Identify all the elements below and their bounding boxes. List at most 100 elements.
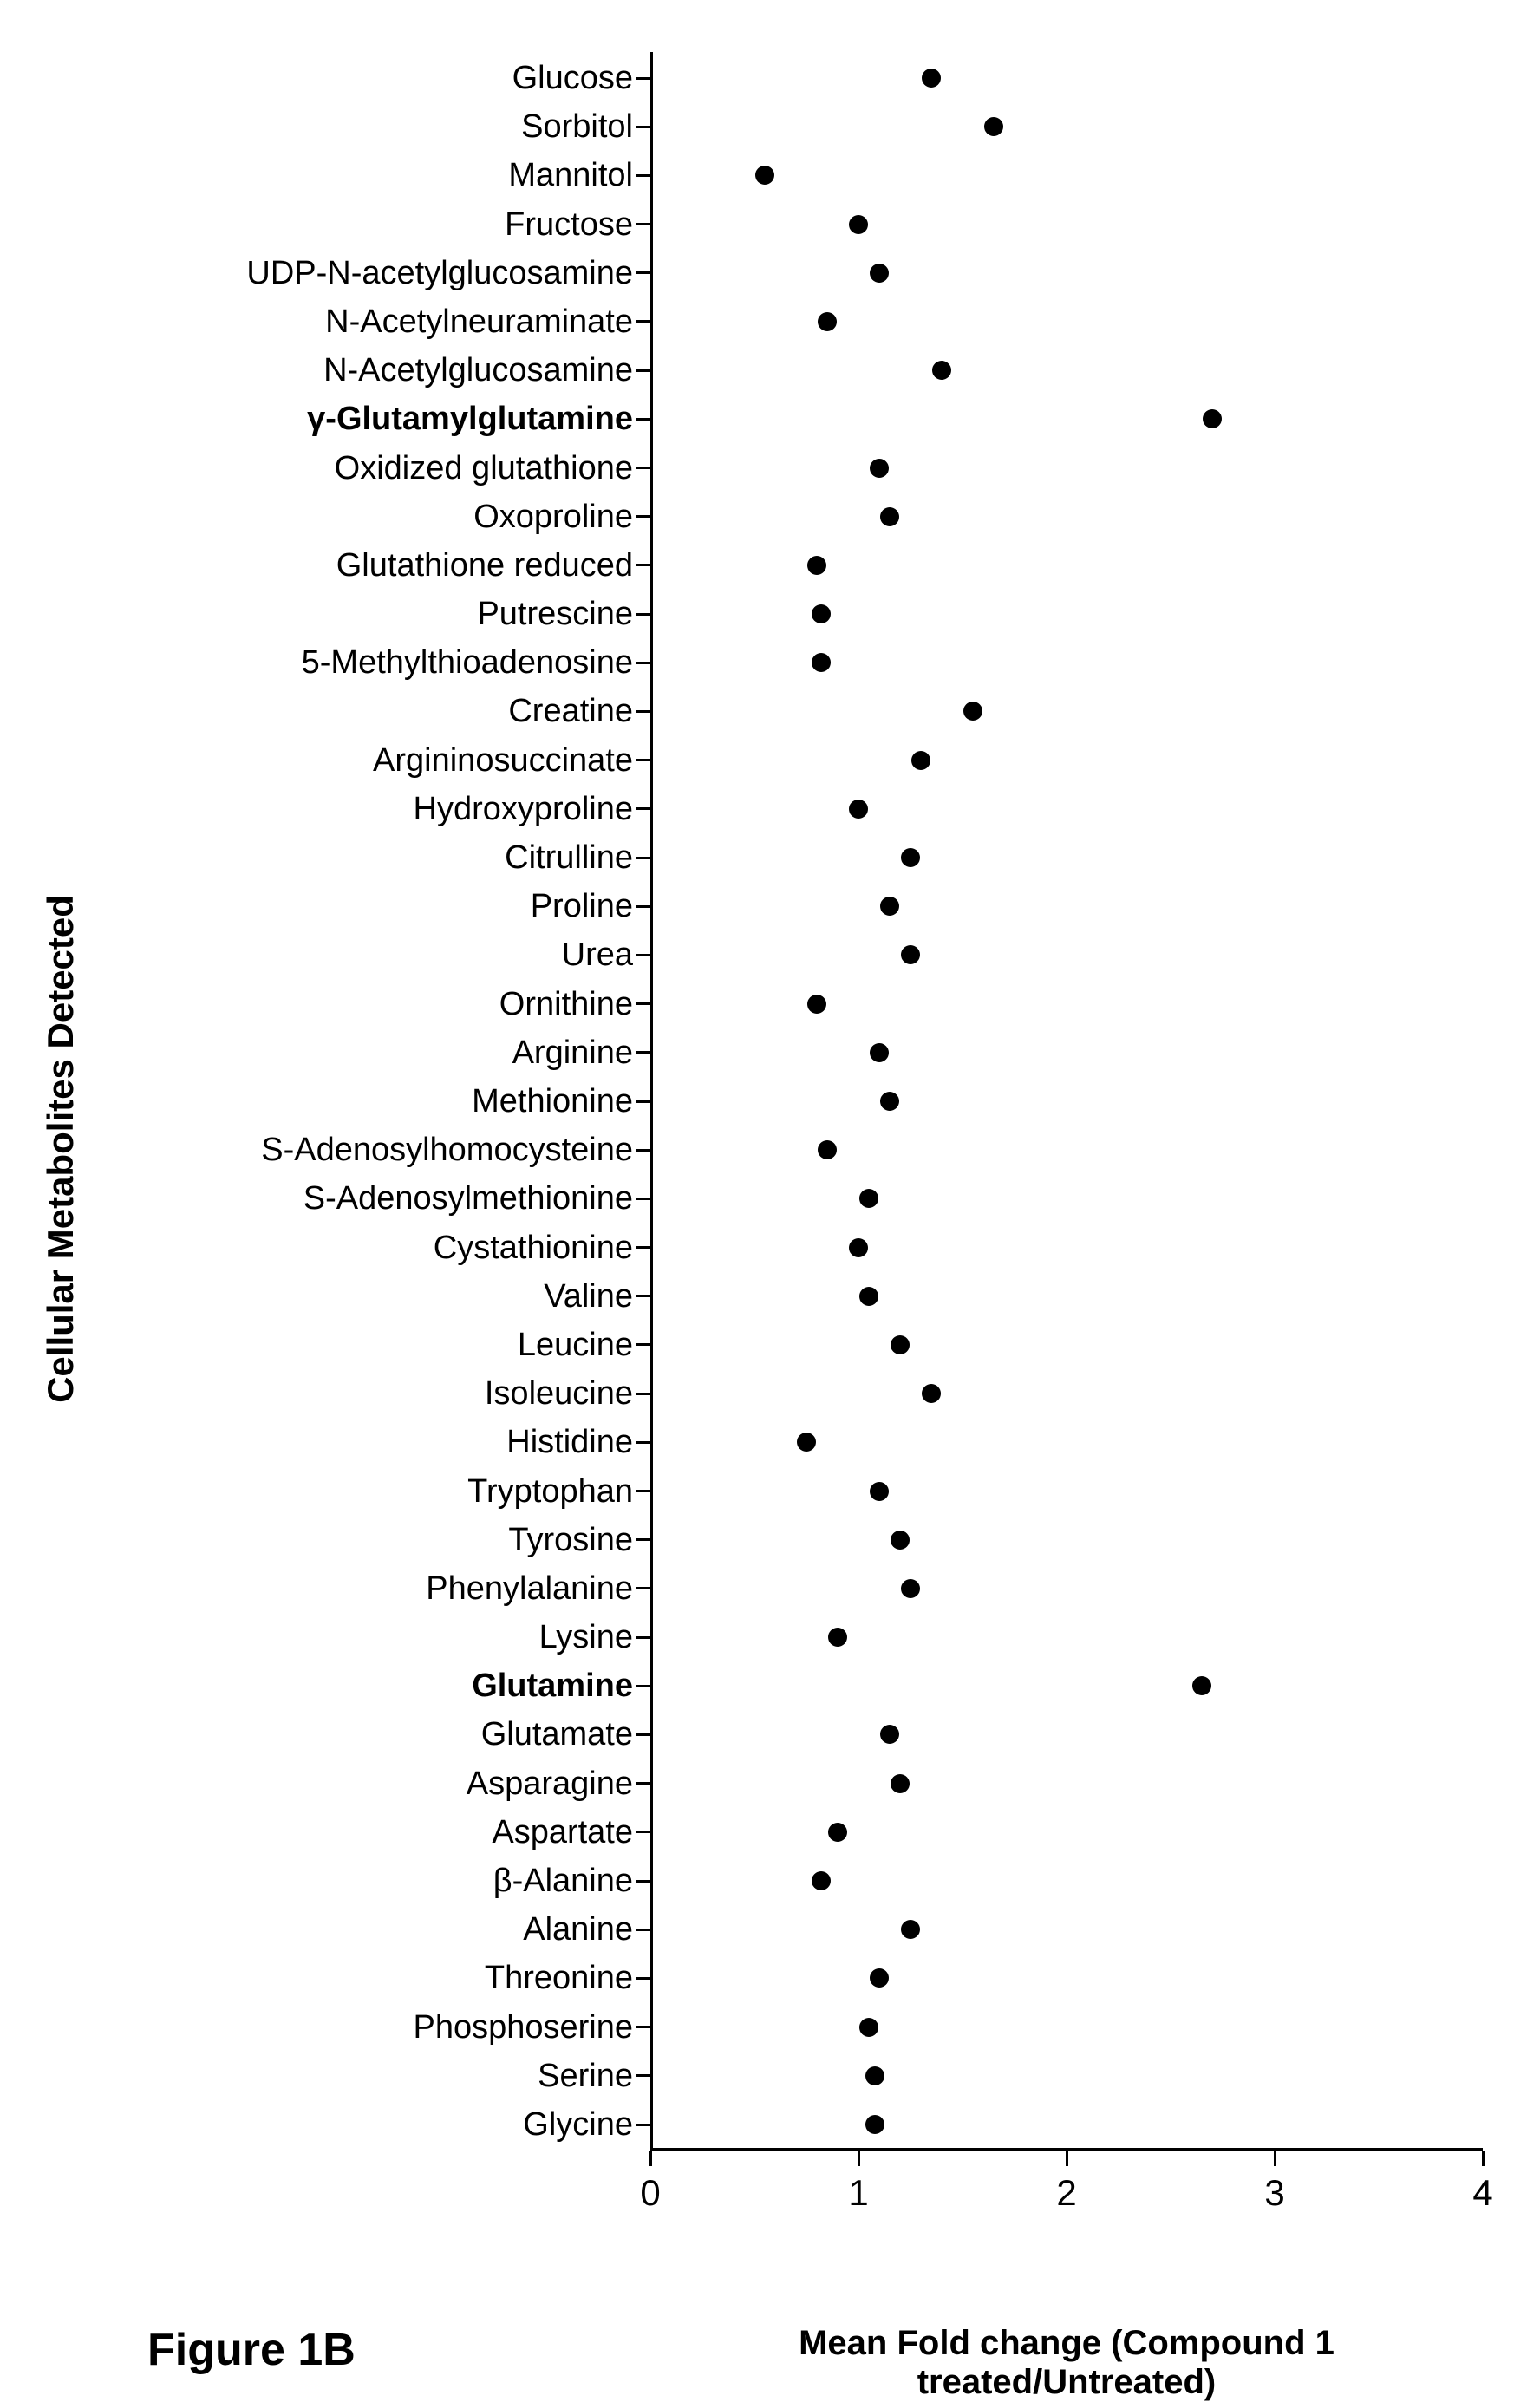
y-tick — [636, 759, 650, 761]
chart: Cellular Metabolites Detected 01234 Mean… — [52, 52, 1488, 2246]
x-tick-label: 0 — [640, 2172, 660, 2214]
y-category-label: Putrescine — [477, 597, 633, 630]
y-category-label: N-Acetylneuraminate — [325, 305, 633, 338]
y-category-label: β-Alanine — [493, 1864, 633, 1897]
y-category-label: Phosphoserine — [413, 2011, 633, 2044]
y-tick — [636, 1490, 650, 1492]
data-point — [1192, 1676, 1211, 1695]
y-axis-line — [650, 52, 653, 2151]
page: Cellular Metabolites Detected 01234 Mean… — [0, 0, 1540, 2398]
y-tick — [636, 1100, 650, 1103]
y-category-label: Aspartate — [492, 1816, 633, 1849]
data-point — [870, 1043, 889, 1062]
data-point — [891, 1774, 910, 1793]
y-tick — [636, 77, 650, 80]
y-tick — [636, 662, 650, 664]
data-point — [870, 1968, 889, 1988]
y-tick — [636, 807, 650, 810]
y-tick — [636, 2026, 650, 2028]
data-point — [963, 702, 982, 721]
y-category-label: Threonine — [485, 1961, 633, 1994]
y-tick — [636, 1831, 650, 1833]
data-point — [891, 1335, 910, 1354]
y-tick — [636, 223, 650, 225]
y-category-label: Valine — [544, 1280, 633, 1313]
y-tick — [636, 515, 650, 518]
y-category-label: Ornithine — [499, 988, 633, 1021]
data-point — [797, 1433, 816, 1452]
y-category-label: S-Adenosylmethionine — [303, 1182, 633, 1215]
data-point — [891, 1531, 910, 1550]
y-tick — [636, 1149, 650, 1152]
y-tick — [636, 905, 650, 908]
data-point — [865, 2066, 884, 2085]
y-category-label: Lysine — [539, 1621, 633, 1654]
y-tick — [636, 1636, 650, 1639]
y-tick — [636, 2074, 650, 2077]
x-tick — [649, 2151, 652, 2166]
y-category-label: Urea — [562, 938, 633, 971]
y-category-label: N-Acetylglucosamine — [323, 354, 633, 387]
y-category-label: Tryptophan — [467, 1475, 633, 1508]
y-tick — [636, 271, 650, 274]
data-point — [870, 1482, 889, 1501]
data-point — [922, 1384, 941, 1403]
y-category-label: Hydroxyproline — [414, 793, 633, 826]
data-point — [812, 653, 831, 672]
data-point — [1203, 409, 1222, 428]
y-category-label: Cystathionine — [434, 1231, 633, 1264]
y-category-label: Sorbitol — [521, 110, 633, 143]
data-point — [901, 1920, 920, 1939]
data-point — [901, 945, 920, 964]
data-point — [870, 459, 889, 478]
y-category-label: Methionine — [472, 1085, 633, 1118]
y-category-label: Tyrosine — [508, 1524, 633, 1557]
y-tick — [636, 1538, 650, 1541]
data-point — [818, 312, 837, 331]
data-point — [818, 1140, 837, 1159]
x-axis-title: Mean Fold change (Compound 1 treated/Unt… — [650, 2324, 1483, 2402]
y-tick — [636, 1733, 650, 1736]
y-tick — [636, 2124, 650, 2126]
y-tick — [636, 467, 650, 469]
y-category-label: Glycine — [523, 2108, 633, 2141]
data-point — [911, 751, 930, 770]
data-point — [859, 2018, 878, 2037]
y-category-label: Asparagine — [467, 1767, 633, 1800]
data-point — [807, 995, 826, 1014]
x-tick — [1066, 2151, 1068, 2166]
data-point — [828, 1628, 847, 1647]
y-category-label: Glutamine — [472, 1669, 633, 1702]
y-tick — [636, 320, 650, 323]
y-category-label: Phenylalanine — [426, 1572, 633, 1605]
y-category-label: Histidine — [506, 1426, 633, 1459]
y-category-label: Proline — [531, 890, 633, 923]
y-tick — [636, 1343, 650, 1346]
data-point — [901, 848, 920, 867]
y-tick — [636, 710, 650, 713]
data-point — [849, 1238, 868, 1257]
x-tick — [1482, 2151, 1485, 2166]
x-tick — [858, 2151, 860, 2166]
y-category-label: Glucose — [512, 62, 633, 95]
x-tick — [1274, 2151, 1276, 2166]
y-tick — [636, 369, 650, 372]
y-category-label: Serine — [538, 2059, 633, 2092]
data-point — [932, 361, 951, 380]
data-point — [807, 556, 826, 575]
y-tick — [636, 1295, 650, 1297]
plot-area: 01234 — [650, 52, 1483, 2151]
y-tick — [636, 1051, 650, 1054]
data-point — [859, 1189, 878, 1208]
y-tick — [636, 1929, 650, 1931]
data-point — [865, 2115, 884, 2134]
y-tick — [636, 1002, 650, 1005]
y-category-label: UDP-N-acetylglucosamine — [246, 257, 633, 290]
y-tick — [636, 1198, 650, 1200]
y-tick — [636, 1587, 650, 1589]
y-category-label: Arginine — [512, 1036, 633, 1069]
y-tick — [636, 857, 650, 859]
data-point — [849, 800, 868, 819]
data-point — [812, 604, 831, 623]
data-point — [859, 1287, 878, 1306]
